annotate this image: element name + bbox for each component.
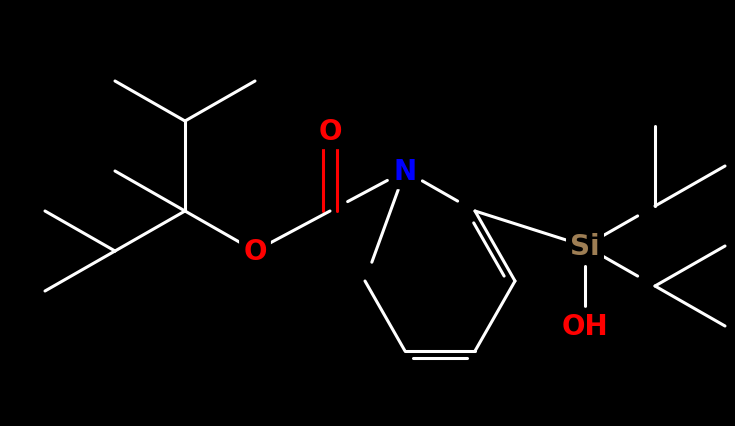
Text: N: N (393, 158, 417, 186)
Text: O: O (318, 118, 342, 146)
Text: OH: OH (562, 312, 609, 340)
Text: O: O (243, 237, 267, 265)
Text: Si: Si (570, 233, 600, 260)
